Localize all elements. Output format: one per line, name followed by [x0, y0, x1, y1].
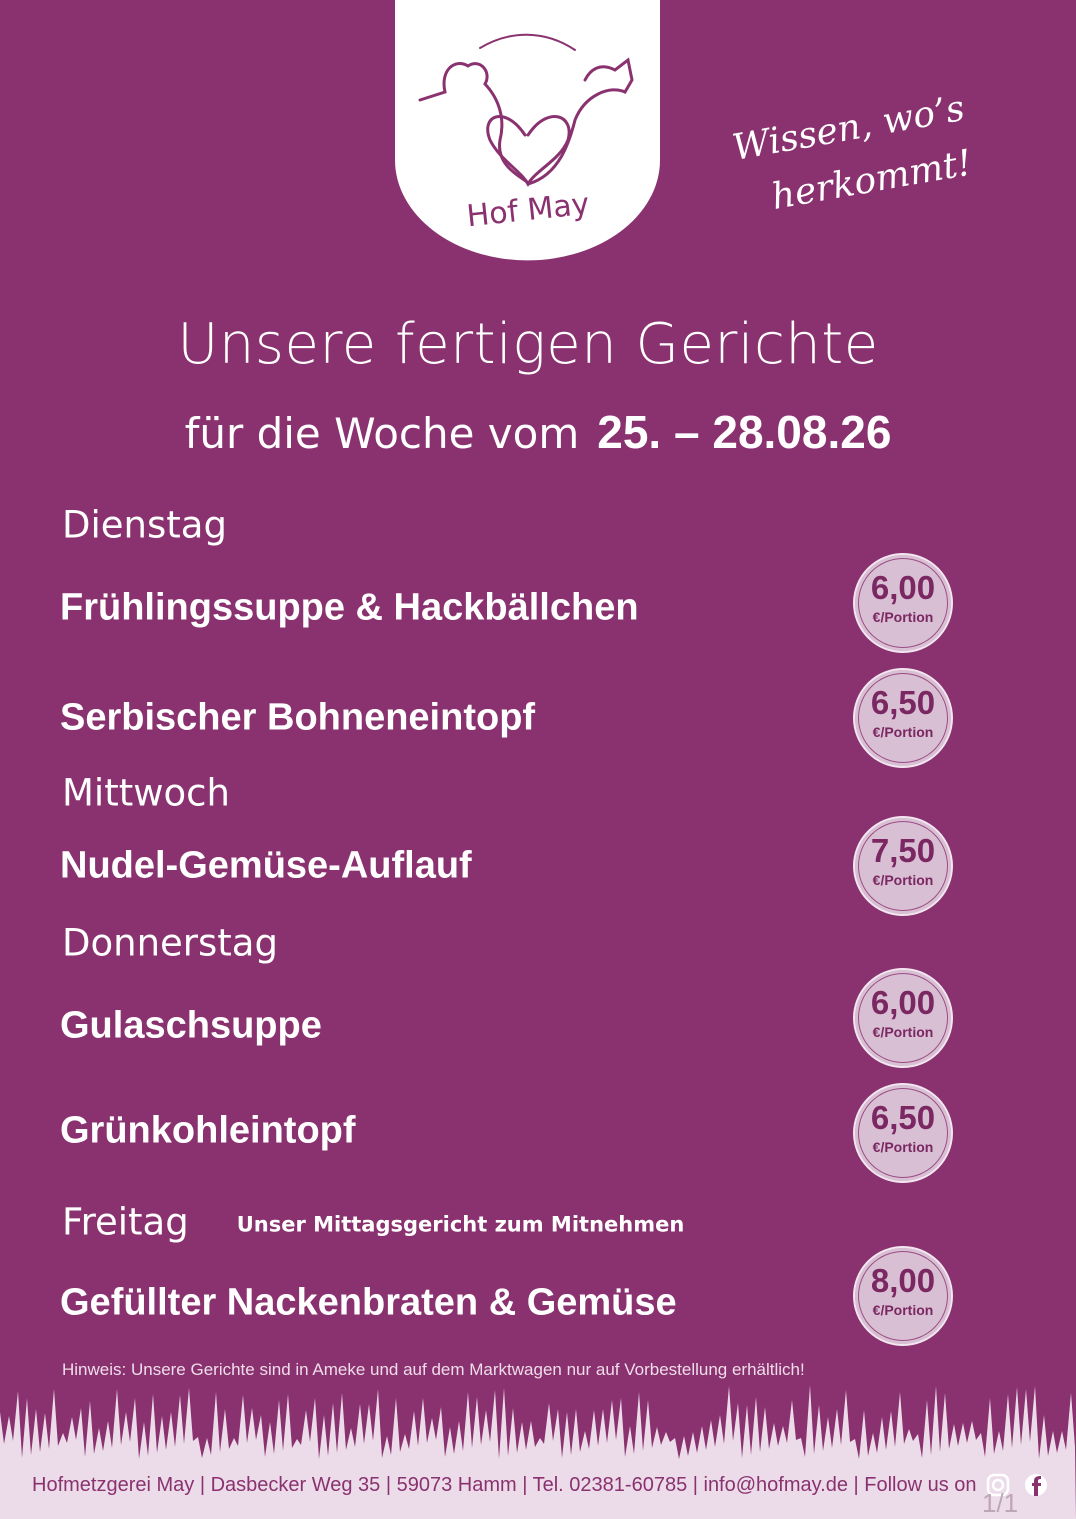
facebook-icon[interactable]	[1025, 1474, 1047, 1496]
dish-name: Gefüllter Nackenbraten & Gemüse	[60, 1281, 677, 1324]
price-unit: €/Portion	[872, 1302, 934, 1318]
dish-name: Gulaschsuppe	[60, 1004, 322, 1047]
day-name: Donnerstag	[62, 921, 278, 965]
price-badge: 6,50 €/Portion	[853, 668, 953, 768]
dish-name: Serbischer Bohneneintopf	[60, 696, 536, 739]
page-number: 1/1	[982, 1488, 1019, 1518]
subtitle: für die Woche vom 25. – 28.08.26	[0, 405, 1076, 459]
price-unit: €/Portion	[872, 1139, 934, 1155]
dish-name: Grünkohleintopf	[60, 1109, 356, 1152]
logo-drawing	[418, 33, 634, 188]
subtitle-text: für die Woche vom	[184, 409, 580, 458]
logo-badge	[395, 0, 660, 261]
grass	[0, 1385, 1076, 1519]
price: 6,50	[870, 684, 936, 721]
day-name: Mittwoch	[62, 771, 230, 815]
footer: Hofmetzgerei May | Dasbecker Weg 35 | 59…	[32, 1474, 977, 1496]
price-badge: 6,00 €/Portion	[853, 968, 953, 1068]
day-heading: Donnerstag	[62, 922, 278, 965]
price-badge: 6,50 €/Portion	[853, 1083, 953, 1183]
date: 25. – 28.08.26	[597, 406, 892, 458]
price-badge: 6,00 €/Portion	[853, 553, 953, 653]
price: 7,50	[870, 832, 936, 869]
dish-name: Frühlingssuppe & Hackbällchen	[60, 586, 639, 629]
day-heading: Dienstag	[62, 504, 227, 547]
hint: Hinweis: Unsere Gerichte sind in Ameke u…	[62, 1360, 805, 1379]
price: 6,00	[870, 569, 936, 606]
price: 6,50	[870, 1099, 936, 1136]
price-badge: 7,50 €/Portion	[853, 816, 953, 916]
price-unit: €/Portion	[872, 724, 934, 740]
instagram-icon[interactable]	[986, 1473, 1010, 1497]
dish-name: Nudel-Gemüse-Auflauf	[60, 844, 472, 887]
day-name: Freitag	[62, 1200, 189, 1244]
day-heading: Freitag Unser Mittagsgericht zum Mitnehme…	[62, 1201, 684, 1244]
day-name: Dienstag	[62, 503, 227, 547]
price-unit: €/Portion	[872, 609, 934, 625]
day-heading: Mittwoch	[62, 772, 230, 815]
title: Unsere fertigen Gerichte	[177, 312, 879, 377]
day-note: Unser Mittagsgericht zum Mitnehmen	[236, 1212, 685, 1236]
price-unit: €/Portion	[872, 872, 934, 888]
price: 8,00	[870, 1262, 936, 1299]
price: 6,00	[870, 984, 936, 1021]
price-unit: €/Portion	[872, 1024, 934, 1040]
price-badge: 8,00 €/Portion	[853, 1246, 953, 1346]
